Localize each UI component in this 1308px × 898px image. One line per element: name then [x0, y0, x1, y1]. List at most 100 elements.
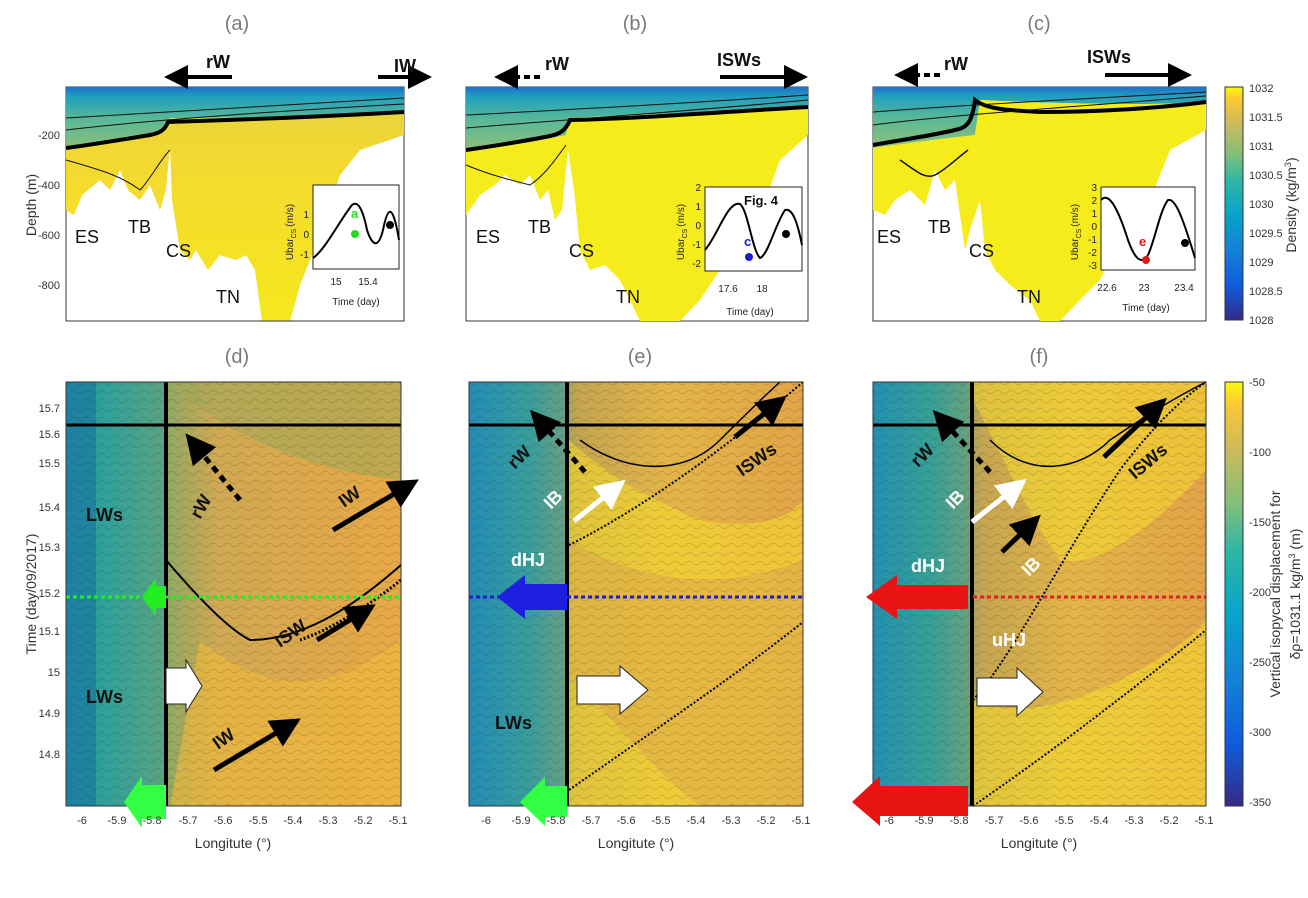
ytick: 15.1: [39, 626, 60, 638]
region-es: ES: [476, 227, 500, 247]
ytick: 15.5: [39, 458, 60, 470]
xtick: -5.1: [1195, 815, 1214, 827]
colorbar-tick: 1032: [1249, 83, 1273, 95]
inset-xtick: 15: [330, 277, 342, 288]
inset-marker-label: e: [1139, 234, 1146, 249]
colorbar-tick: 1028: [1249, 315, 1273, 327]
xtick: -5.1: [389, 815, 408, 827]
xtick: -5.8: [143, 815, 162, 827]
xtick: -5.9: [512, 815, 531, 827]
ytick: -200: [38, 130, 60, 142]
inset-b: Fig. 4 c 2 1 0 -1 -2 17.6 18 Time (day) …: [676, 183, 803, 318]
ytick: 14.8: [39, 749, 60, 761]
xtick: -6: [77, 815, 87, 827]
xtick: -5.3: [319, 815, 338, 827]
xtick: -5.2: [1160, 815, 1179, 827]
colorbar-tick: 1029: [1249, 257, 1273, 269]
region-cs: CS: [166, 241, 191, 261]
xtick: -5.7: [179, 815, 198, 827]
ytick: 15.4: [39, 502, 60, 514]
annotation-isws: ISWs: [1087, 47, 1131, 67]
region-tb: TB: [928, 217, 951, 237]
inset-ytick: -1: [692, 240, 701, 251]
xtick: -5.6: [214, 815, 233, 827]
xtick: -5.1: [792, 815, 811, 827]
xtick: -5.8: [950, 815, 969, 827]
inset-ylabel: UbarCS(m/s): [285, 204, 298, 260]
inset-xtick: 15.4: [358, 277, 378, 288]
inset-ytick: 1: [695, 202, 701, 213]
inset-xtick: 23.4: [1174, 283, 1194, 294]
xtick: -5.3: [722, 815, 741, 827]
inset-xtick: 23: [1138, 283, 1150, 294]
annotation-dhj: dHJ: [911, 556, 945, 576]
colorbar-density: 1032 1031.5 1031 1030.5 1030 1029.5 1029…: [1224, 83, 1299, 327]
xtick: -5.4: [284, 815, 303, 827]
colorbar-tick: 1030: [1249, 199, 1273, 211]
ytick: 15.6: [39, 429, 60, 441]
ytick: -600: [38, 230, 60, 242]
xtick: -5.4: [687, 815, 706, 827]
region-tn: TN: [216, 287, 240, 307]
inset-xlabel: Time (day): [1122, 303, 1169, 314]
inset-c: e 3 2 1 0 -1 -2 -3 22.6 23 23.4 Time (da…: [1070, 183, 1196, 314]
inset-ytick: 1: [303, 210, 309, 221]
ytick: 15: [48, 667, 60, 679]
annotation-lws: LWs: [86, 505, 123, 525]
colorbar-tick: -350: [1249, 797, 1271, 809]
inset-ytick: -3: [1088, 261, 1097, 272]
inset-ylabel: UbarCS(m/s): [676, 204, 689, 260]
colorbar-tick: 1031.5: [1249, 112, 1283, 124]
inset-marker-label: c: [744, 234, 751, 249]
inset-ytick: 3: [1091, 183, 1097, 194]
ytick: 15.2: [39, 588, 60, 600]
inset-ytick: 0: [303, 230, 309, 241]
xtick: -5.7: [985, 815, 1004, 827]
annotation-iw: IW: [394, 56, 416, 76]
ytick: -400: [38, 180, 60, 192]
inset-ytick: -1: [300, 250, 309, 261]
colorbar-tick: 1028.5: [1249, 286, 1283, 298]
inset-xlabel: Time (day): [332, 297, 379, 308]
inset-xlabel: Time (day): [726, 307, 773, 318]
annotation-isws: ISWs: [717, 50, 761, 70]
region-cs: CS: [969, 241, 994, 261]
colorbar-tick: 1029.5: [1249, 228, 1283, 240]
ytick: -800: [38, 280, 60, 292]
inset-ytick: -2: [1088, 248, 1097, 259]
panel-label-c: (c): [1027, 13, 1050, 35]
xtick: -5.6: [1020, 815, 1039, 827]
annotation-rw: rW: [944, 54, 968, 74]
xtick: -5.5: [1055, 815, 1074, 827]
region-tb: TB: [128, 217, 151, 237]
colorbar-label: Density (kg/m3): [1283, 157, 1299, 252]
panel-d: LWs LWs rW IW ISW IW 15.7 15.6 15.5 15.4…: [23, 381, 419, 851]
region-tb: TB: [528, 217, 551, 237]
colorbar-tick: -100: [1249, 447, 1271, 459]
inset-ytick: 2: [1091, 196, 1097, 207]
panel-b: ES TB CS TN rW ISWs Fig. 4 c 2 1 0 -1 -2…: [465, 50, 809, 322]
y-axis-label: Depth (m): [23, 174, 39, 236]
xtick: -5.9: [915, 815, 934, 827]
xtick: -5.6: [617, 815, 636, 827]
annotation-rw: rW: [206, 52, 230, 72]
panel-a: -200 -400 -600 -800 Depth (m) ES TB CS T…: [23, 52, 432, 322]
colorbar-tick: -50: [1249, 377, 1265, 389]
inset-xtick: 22.6: [1097, 283, 1117, 294]
region-tn: TN: [616, 287, 640, 307]
xtick: -5.3: [1125, 815, 1144, 827]
xtick: -5.2: [354, 815, 373, 827]
x-axis-label: Longitute (°): [598, 835, 674, 851]
inset-marker-label: a: [351, 206, 359, 221]
panel-label-f: (f): [1030, 346, 1049, 368]
ytick: 15.7: [39, 403, 60, 415]
annotation-uhj: uHJ: [992, 630, 1026, 650]
annotation-lws: LWs: [86, 687, 123, 707]
annotation-dhj: dHJ: [511, 550, 545, 570]
ytick: 14.9: [39, 708, 60, 720]
inset-title: Fig. 4: [744, 193, 779, 208]
region-cs: CS: [569, 241, 594, 261]
colorbar-tick: -200: [1249, 587, 1271, 599]
panel-label-a: (a): [225, 13, 249, 35]
panel-label-e: (e): [628, 346, 652, 368]
